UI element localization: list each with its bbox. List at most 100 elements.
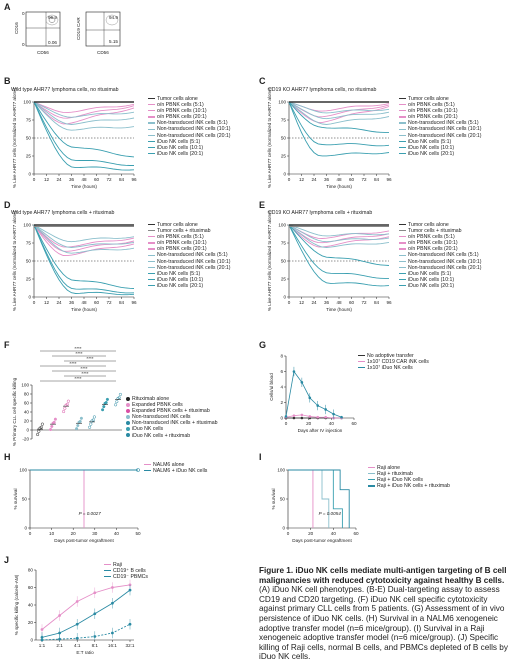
y-tick-label: -20 (22, 437, 29, 442)
legend-swatch (399, 134, 406, 136)
y-axis-label: Cells/ul blood (269, 373, 274, 401)
x-axis-label: Time (hours) (326, 184, 352, 189)
legend-item: Non-transduced iNK cells (20:1) (399, 265, 482, 271)
caption-body: (A) iDuo NK cell phenotypes. (B-E) Dual-… (259, 585, 508, 662)
legend-label: o/n PBNK cells (10:1) (157, 108, 207, 115)
panel-letter-d: D (4, 200, 11, 210)
data-point (101, 408, 105, 412)
legend-label: Non-transduced iNK cells + rituximab (132, 420, 218, 427)
y-tick-label: 50 (280, 497, 286, 502)
legend-label: 1x10⁷ iDuo NK cells (367, 365, 413, 372)
series-line-4 (288, 101, 390, 120)
legend-item: Expanded PBNK cells (126, 402, 218, 408)
x-tick-label: 36 (69, 177, 75, 182)
data-point (89, 422, 93, 426)
x-tick-label: 84 (119, 177, 125, 182)
y-axis-label: % survival (271, 489, 276, 510)
legend-swatch (148, 272, 155, 274)
panel-e-legend: Tumor cells alone Tumor cells + rituximab… (399, 222, 482, 289)
panel-c-title: CD19 KO AHR77 lymphoma cells, no rituxim… (268, 87, 377, 93)
x-tick-label: 60 (353, 531, 359, 536)
x-tick-label: 4:1 (74, 643, 81, 648)
legend-item: CD19⁺ B cells (104, 568, 148, 574)
legend-label: Raji + rituximab (377, 471, 413, 478)
y-tick-label: 100 (278, 223, 286, 228)
y-tick-label: 25 (281, 277, 287, 282)
data-point (65, 402, 69, 406)
legend-item: Raji alone (368, 465, 450, 471)
legend-item: NALM6 alone (144, 462, 207, 468)
panel-letter-j: J (4, 555, 10, 565)
panel-letter-c: C (259, 76, 266, 86)
legend-swatch (126, 396, 130, 401)
data-point (62, 410, 66, 414)
censor-mark (136, 468, 140, 472)
legend-item: iDuo NK cells (10:1) (148, 277, 231, 283)
x-tick-label: 0 (29, 531, 32, 536)
legend-swatch (399, 284, 406, 287)
y-tick-label: 50 (281, 136, 287, 141)
series-line-3 (33, 224, 135, 243)
data-point (79, 416, 83, 420)
x-tick-label: 16:1 (108, 643, 117, 648)
legend-label: iDuo NK cells (5:1) (408, 270, 452, 277)
legend-label: Tumor cells alone (408, 96, 449, 102)
y-tick-label: 60 (24, 401, 30, 406)
legend-swatch (358, 361, 365, 363)
x-tick-label: 12 (299, 177, 305, 182)
y-tick-label: 0 (24, 526, 27, 531)
series-line-4 (33, 224, 135, 248)
y-tick-label: 4 (280, 385, 283, 390)
data-point (37, 429, 41, 433)
panel-b-title: Wild type AHR77 lymphoma cells, no ritux… (11, 87, 119, 93)
legend-swatch (358, 355, 365, 357)
series-line-6 (288, 224, 390, 266)
legend-item: Non-transduced iNK cells (10:1) (399, 259, 482, 265)
series-line-5 (33, 224, 135, 254)
legend-swatch (148, 248, 155, 250)
y-tick-label: 2 (280, 400, 283, 405)
legend-item: iDuo NK cells (10:1) (399, 277, 482, 283)
legend-item: No adoptive transfer (358, 353, 429, 359)
x-tick-label: 40 (331, 531, 337, 536)
x-tick-label: 72 (106, 177, 112, 182)
legend-item: o/n PBNK cells (5:1) (148, 102, 231, 108)
data-point (91, 418, 95, 422)
legend-label: 1x10⁷ CD19 CAR iNK cells (367, 359, 429, 366)
y-tick-label: 50 (26, 136, 32, 141)
series-line-4 (33, 101, 135, 125)
legend-label: iDuo NK cells + rituximab (132, 432, 191, 439)
legend-swatch (399, 98, 406, 100)
legend-item: Tumor cells + rituximab (148, 228, 231, 234)
x-tick-label: 12 (299, 300, 305, 305)
series-line (41, 589, 131, 638)
panel-c-chart: 0 25 50 75 100 0 12 24 36 48 60 72 84 96 Time (hours)%… (267, 87, 392, 189)
y-tick-label: 0 (280, 416, 283, 421)
data-point (316, 415, 320, 419)
x-tick-label: 10 (49, 531, 55, 536)
legend-item: Non-transduced iNK cells (5:1) (148, 120, 231, 126)
series-line-8 (288, 224, 390, 287)
legend-item: o/n PBNK cells (10:1) (148, 108, 231, 114)
series-line-3 (288, 224, 390, 237)
p-value: P = 0.0054 (319, 511, 342, 516)
legend-item: o/n PBNK cells (10:1) (148, 240, 231, 246)
series-line-8 (288, 101, 390, 157)
legend-swatch (368, 485, 375, 487)
panel-i-legend: Raji alone Raji + rituximab Raji + iDuo NK… (368, 465, 450, 489)
data-point (52, 420, 56, 424)
legend-item: o/n PBNK cells (5:1) (148, 234, 231, 240)
legend-swatch (144, 470, 151, 472)
x-tick-label: 20 (308, 531, 314, 536)
x-tick-label: 84 (119, 300, 125, 305)
legend-swatch (148, 98, 155, 100)
data-point (75, 427, 79, 431)
data-point (63, 406, 67, 410)
legend-item: Non-transduced iNK cells (10:1) (148, 259, 231, 265)
series-line-2 (288, 101, 390, 123)
legend-item: Non-transduced iNK cells (5:1) (399, 120, 482, 126)
x-tick-label: 48 (81, 177, 87, 182)
x-tick-label: 2:1 (56, 643, 63, 648)
data-point (308, 415, 312, 418)
y-axis-label: % survival (13, 489, 18, 510)
